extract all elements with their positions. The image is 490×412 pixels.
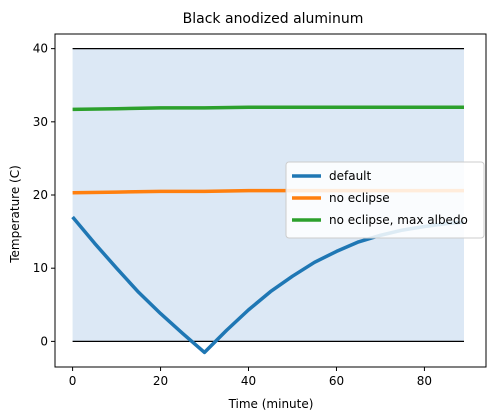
y-tick-label: 40 [33, 42, 48, 56]
series-line-2 [72, 105, 464, 112]
chart-title: Black anodized aluminum [183, 11, 364, 27]
reference-lines [72, 47, 465, 343]
legend-label-0: default [329, 169, 372, 183]
x-axis: 0 20 40 60 80 [69, 367, 432, 388]
y-axis: 0 10 20 30 40 [33, 42, 55, 348]
x-tick-label: 60 [329, 374, 344, 388]
legend: default no eclipse no eclipse, max albedo [285, 161, 485, 239]
x-axis-label: Time (minute) [228, 397, 314, 411]
y-tick-label: 10 [33, 261, 48, 275]
y-tick-label: 0 [40, 334, 48, 348]
legend-box [285, 161, 485, 239]
x-tick-label: 80 [417, 374, 432, 388]
y-tick-label: 20 [33, 188, 48, 202]
x-tick-label: 0 [69, 374, 77, 388]
x-tick-label: 20 [153, 374, 168, 388]
x-tick-label: 40 [241, 374, 256, 388]
y-axis-label: Temperature (C) [8, 165, 22, 264]
axes-frame [54, 33, 487, 368]
y-tick-label: 30 [33, 115, 48, 129]
legend-label-1: no eclipse [329, 191, 390, 205]
legend-label-2: no eclipse, max albedo [329, 213, 468, 227]
